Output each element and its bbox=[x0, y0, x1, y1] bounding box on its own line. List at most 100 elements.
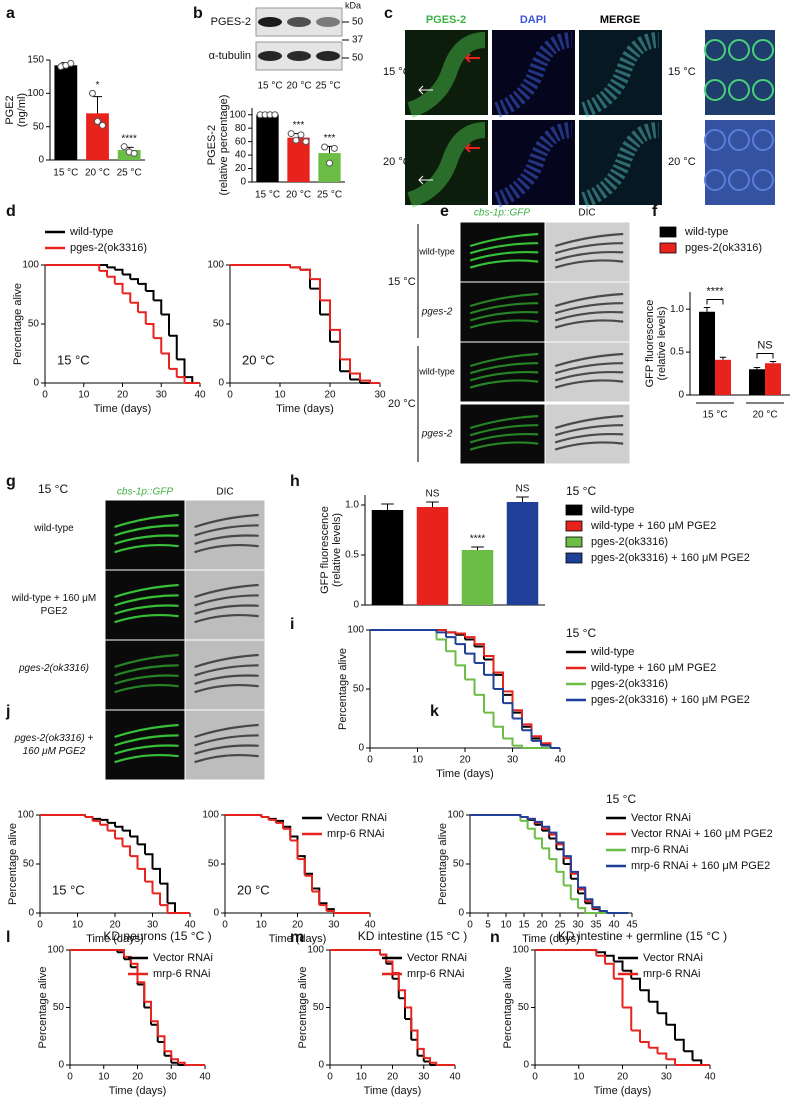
x-tick-label: 0 bbox=[37, 920, 43, 931]
image-texture bbox=[728, 129, 750, 151]
data-point bbox=[120, 143, 128, 151]
survival-step bbox=[455, 633, 466, 640]
y-tick-label: 50 bbox=[28, 319, 40, 330]
data-point bbox=[292, 136, 300, 144]
significance-label: **** bbox=[470, 534, 486, 545]
survival-step bbox=[137, 983, 146, 1008]
legend-label: pges-2(ok3316) bbox=[591, 536, 668, 548]
image-texture bbox=[554, 414, 624, 430]
survival-step bbox=[596, 951, 606, 956]
survival-step bbox=[657, 1052, 668, 1060]
image-texture bbox=[114, 594, 179, 607]
survival-step bbox=[304, 874, 313, 892]
survival-step bbox=[160, 882, 169, 904]
survival-step bbox=[587, 949, 598, 956]
survival-step bbox=[622, 969, 633, 979]
legend-title: 15 °C bbox=[566, 626, 596, 640]
survival-step bbox=[585, 898, 594, 908]
survival-step bbox=[542, 825, 551, 833]
survival-step bbox=[534, 820, 543, 827]
image-column-label: cbs-1p::GFP bbox=[474, 208, 530, 219]
image-texture bbox=[752, 39, 774, 61]
survival-step bbox=[117, 949, 125, 957]
survival-step bbox=[310, 278, 321, 301]
image-texture bbox=[194, 664, 259, 677]
y-tick-label: 80 bbox=[235, 123, 247, 134]
survival-step bbox=[164, 1054, 173, 1063]
data-point bbox=[326, 159, 333, 167]
image-texture bbox=[114, 613, 179, 624]
survival-step bbox=[92, 817, 101, 820]
survival-step bbox=[666, 1058, 676, 1065]
legend-label: wild-type + 160 μM PGE2 bbox=[590, 520, 716, 532]
survival-step bbox=[563, 857, 572, 874]
significance-label: * bbox=[96, 80, 100, 91]
arrow bbox=[418, 175, 433, 185]
survival-step bbox=[556, 841, 565, 857]
survival-step bbox=[160, 904, 169, 913]
x-tick-label: 5 bbox=[485, 920, 491, 931]
image-texture bbox=[469, 352, 539, 368]
blot-marker: 50 bbox=[352, 53, 364, 64]
survival-step bbox=[161, 352, 170, 369]
survival-step bbox=[161, 313, 170, 336]
x-tick-label: 25 bbox=[554, 920, 566, 931]
image-texture bbox=[554, 379, 624, 389]
survival-step bbox=[340, 370, 351, 380]
image-texture bbox=[407, 122, 486, 208]
survival-step bbox=[455, 664, 466, 680]
x-tick-label: 40 bbox=[184, 920, 196, 931]
image-texture bbox=[114, 683, 179, 694]
image-texture bbox=[554, 242, 624, 255]
significance-label: *** bbox=[293, 120, 305, 131]
survival-step bbox=[640, 989, 650, 1002]
y-axis-label: PGE2 bbox=[4, 95, 16, 124]
image-column-label: PGES-2 bbox=[426, 14, 466, 26]
error-bar bbox=[703, 306, 711, 312]
survival-step bbox=[474, 643, 485, 656]
inset-row-label: 15 °C bbox=[668, 66, 696, 78]
survival-step bbox=[563, 884, 572, 900]
x-tick-label: 0 bbox=[67, 1072, 73, 1083]
x-tick-label: 40 bbox=[704, 1072, 716, 1083]
legend-label: Vector RNAi bbox=[631, 812, 691, 824]
image-texture bbox=[554, 292, 624, 308]
survival-step bbox=[99, 264, 108, 268]
blot-unit: kDa bbox=[345, 0, 361, 10]
y-tick-label: 1.0 bbox=[670, 304, 684, 315]
survival-step bbox=[319, 904, 328, 912]
image-texture bbox=[194, 653, 259, 669]
legend-label: mrp-6 RNAi bbox=[643, 968, 700, 980]
y-tick-label: 100 bbox=[447, 810, 464, 821]
x-tick-label: 15 °C bbox=[53, 168, 78, 179]
blot-row-label: α-tubulin bbox=[209, 50, 251, 62]
survival-step bbox=[484, 654, 495, 673]
survival-step bbox=[176, 358, 186, 378]
survival-step bbox=[436, 631, 447, 638]
survival-step bbox=[613, 960, 624, 971]
y-tick-label: 1.0 bbox=[345, 500, 359, 511]
survival-step bbox=[556, 870, 565, 886]
y-tick-label: 100 bbox=[47, 945, 64, 956]
x-tick-label: 0 bbox=[532, 1072, 538, 1083]
data-point bbox=[94, 117, 101, 125]
legend-swatch bbox=[659, 242, 677, 254]
image-texture bbox=[752, 79, 774, 101]
y-tick-label: 50 bbox=[518, 1002, 530, 1013]
image-texture bbox=[554, 362, 624, 375]
y-tick-label: 0 bbox=[318, 1060, 324, 1071]
survival-step bbox=[534, 823, 543, 831]
image-texture bbox=[194, 734, 259, 747]
survival-step bbox=[531, 735, 542, 744]
error-bar bbox=[769, 361, 777, 364]
x-tick-label: 30 bbox=[156, 390, 168, 401]
image-texture bbox=[469, 259, 539, 269]
panel-letter: n bbox=[490, 929, 500, 946]
image-texture bbox=[114, 723, 179, 739]
survival-step bbox=[570, 898, 579, 909]
panel-letter: i bbox=[290, 616, 294, 633]
bar bbox=[765, 363, 781, 395]
survival-step bbox=[117, 951, 125, 960]
y-tick-label: 50 bbox=[208, 859, 220, 870]
